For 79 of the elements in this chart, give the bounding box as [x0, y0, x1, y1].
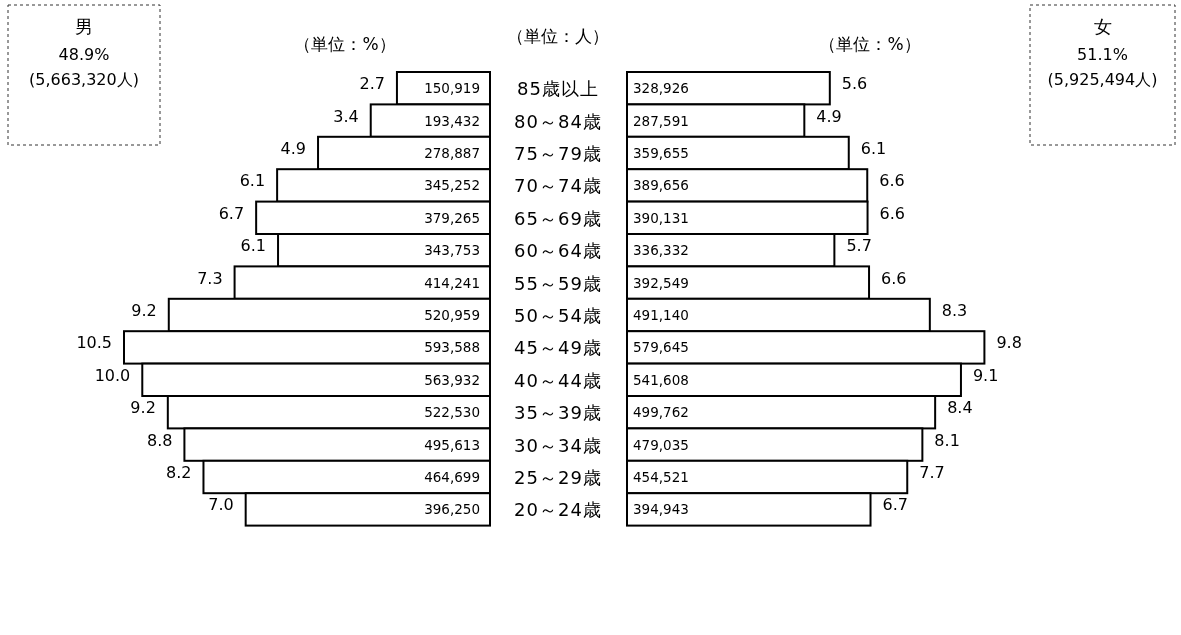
annotation: 4.9 — [280, 139, 307, 158]
data-label: 193,432 — [424, 112, 480, 129]
annotation: 6.7 — [882, 495, 908, 515]
data-label: 522,530 — [424, 404, 480, 421]
y-tick-label: 85歳以上 — [517, 78, 599, 100]
annotation: 7.3 — [197, 268, 223, 288]
text: 51.1% — [1077, 45, 1128, 64]
text: 男 — [75, 16, 93, 37]
y-tick-label: 45～49歳 — [514, 337, 602, 359]
annotation: 3.4 — [333, 106, 359, 126]
annotation: 4.9 — [816, 106, 842, 126]
annotation: 8.8 — [146, 430, 173, 450]
data-label: 389,656 — [633, 177, 689, 194]
data-label: 336,332 — [633, 242, 689, 259]
annotation: 7.7 — [919, 463, 945, 482]
text: (5,925,494人) — [1047, 70, 1158, 89]
y-tick-label: 80～84歳 — [514, 110, 602, 132]
text: （単位：%） — [819, 34, 921, 54]
data-label: 345,252 — [424, 177, 480, 194]
text: 女 — [1093, 16, 1112, 37]
annotation: 2.7 — [359, 74, 385, 94]
annotation: 9.2 — [131, 301, 157, 320]
data-label: 328,926 — [633, 80, 689, 97]
data-label: 394,943 — [633, 501, 689, 518]
data-label: 379,265 — [424, 209, 480, 226]
data-label: 359,655 — [633, 145, 689, 161]
data-label: 593,588 — [424, 339, 480, 356]
annotation: 6.6 — [879, 171, 905, 191]
data-label: 390,131 — [633, 209, 689, 226]
data-label: 287,591 — [633, 112, 689, 129]
annotation: 8.2 — [166, 463, 192, 482]
annotation: 9.8 — [996, 333, 1022, 353]
y-tick-label: 70～74歳 — [514, 175, 602, 197]
annotation: 8.1 — [934, 430, 960, 450]
annotation: 8.3 — [941, 301, 968, 320]
text: （単位：%） — [294, 34, 396, 54]
data-label: 150,919 — [424, 80, 480, 97]
data-label: 392,549 — [633, 274, 689, 291]
y-tick-label: 75～79歳 — [514, 143, 602, 164]
annotation: 8.4 — [947, 398, 973, 418]
annotation: 10.0 — [94, 365, 131, 385]
annotation: 7.0 — [208, 495, 234, 515]
data-label: 499,762 — [633, 404, 689, 421]
data-label: 520,959 — [424, 307, 480, 323]
y-tick-label: 35～39歳 — [514, 402, 602, 424]
data-label: 563,932 — [424, 371, 480, 388]
data-label: 454,521 — [633, 469, 689, 485]
data-label: 343,753 — [424, 242, 480, 259]
y-tick-label: 60～64歳 — [514, 240, 602, 262]
annotation: 6.6 — [879, 203, 905, 223]
y-tick-label: 50～54歳 — [514, 305, 602, 326]
annotation: 5.7 — [846, 236, 872, 256]
annotation: 9.2 — [130, 398, 156, 418]
annotation: 6.1 — [860, 139, 887, 158]
y-tick-label: 65～69歳 — [514, 207, 602, 229]
data-label: 479,035 — [633, 436, 689, 453]
data-label: 464,699 — [424, 469, 480, 485]
data-label: 495,613 — [424, 436, 480, 453]
data-label: 541,608 — [633, 371, 689, 388]
annotation: 6.7 — [218, 203, 245, 223]
data-label: 491,140 — [633, 307, 689, 323]
annotation: 5.6 — [841, 74, 868, 94]
annotation: (5,663,320人) — [29, 70, 139, 89]
y-tick-label: 40～44歳 — [514, 369, 602, 391]
y-tick-label: 30～34歳 — [514, 434, 602, 456]
y-tick-label: 20～24歳 — [514, 499, 602, 521]
x-axis-title: （単位：人） — [507, 26, 609, 46]
data-label: 396,250 — [424, 501, 480, 518]
data-label: 414,241 — [424, 274, 480, 291]
data-label: 278,887 — [424, 145, 480, 161]
annotation: 6.6 — [881, 268, 907, 288]
y-tick-label: 25～29歳 — [514, 467, 602, 488]
annotation: 9.1 — [972, 365, 999, 385]
text: 48.9% — [58, 45, 110, 64]
annotation: 6.1 — [240, 236, 267, 256]
annotation: 10.5 — [76, 333, 112, 353]
annotation: 6.1 — [239, 171, 266, 191]
y-tick-label: 55～59歳 — [514, 272, 602, 294]
data-label: 579,645 — [633, 339, 689, 356]
